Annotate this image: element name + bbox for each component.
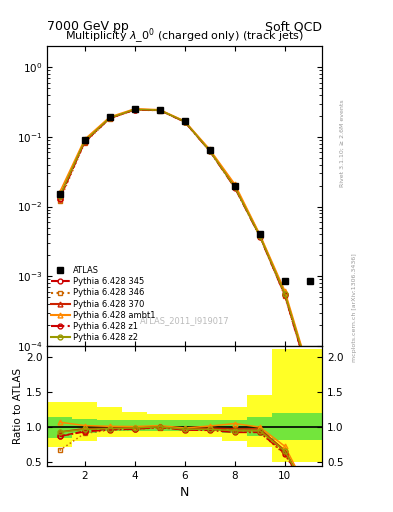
Pythia 6.428 346: [232, 184, 237, 190]
Pythia 6.428 ambt1: [232, 181, 237, 187]
Pythia 6.428 z1: [182, 119, 187, 125]
Pythia 6.428 z2: [232, 184, 237, 190]
Pythia 6.428 z2: [107, 115, 112, 121]
Pythia 6.428 z1: [232, 185, 237, 191]
Pythia 6.428 ambt1: [82, 136, 87, 142]
Pythia 6.428 ambt1: [182, 118, 187, 124]
ATLAS: [283, 278, 287, 284]
ATLAS: [232, 182, 237, 188]
Pythia 6.428 ambt1: [283, 288, 287, 294]
ATLAS: [307, 278, 312, 284]
Pythia 6.428 346: [132, 107, 137, 113]
Pythia 6.428 z1: [107, 115, 112, 121]
Text: ATLAS_2011_I919017: ATLAS_2011_I919017: [140, 316, 230, 325]
Pythia 6.428 345: [208, 148, 212, 154]
Pythia 6.428 370: [82, 138, 87, 144]
Pythia 6.428 345: [182, 119, 187, 125]
Pythia 6.428 345: [257, 233, 262, 239]
Pythia 6.428 346: [82, 140, 87, 146]
Pythia 6.428 ambt1: [307, 371, 312, 377]
Pythia 6.428 z2: [283, 291, 287, 297]
Pythia 6.428 z1: [57, 196, 62, 202]
ATLAS: [82, 137, 87, 143]
Line: Pythia 6.428 z1: Pythia 6.428 z1: [57, 108, 312, 382]
ATLAS: [107, 114, 112, 120]
Pythia 6.428 346: [107, 116, 112, 122]
Pythia 6.428 ambt1: [257, 231, 262, 238]
Pythia 6.428 346: [283, 293, 287, 299]
Pythia 6.428 370: [257, 232, 262, 238]
Line: Pythia 6.428 345: Pythia 6.428 345: [57, 107, 312, 380]
Pythia 6.428 345: [57, 196, 62, 202]
Pythia 6.428 345: [232, 184, 237, 190]
Y-axis label: Ratio to ATLAS: Ratio to ATLAS: [13, 368, 23, 444]
Text: 7000 GeV pp: 7000 GeV pp: [47, 20, 129, 33]
Pythia 6.428 z1: [307, 376, 312, 382]
Pythia 6.428 346: [257, 233, 262, 240]
Pythia 6.428 z2: [57, 193, 62, 199]
ATLAS: [257, 231, 262, 238]
Pythia 6.428 ambt1: [107, 114, 112, 120]
ATLAS: [57, 191, 62, 197]
Text: Rivet 3.1.10; ≥ 2.6M events: Rivet 3.1.10; ≥ 2.6M events: [340, 99, 345, 187]
Pythia 6.428 345: [283, 291, 287, 297]
Legend: ATLAS, Pythia 6.428 345, Pythia 6.428 346, Pythia 6.428 370, Pythia 6.428 ambt1,: ATLAS, Pythia 6.428 345, Pythia 6.428 34…: [51, 266, 156, 342]
Pythia 6.428 346: [157, 108, 162, 114]
Pythia 6.428 z2: [182, 119, 187, 125]
Pythia 6.428 370: [57, 193, 62, 199]
Pythia 6.428 346: [182, 119, 187, 125]
ATLAS: [132, 106, 137, 112]
Pythia 6.428 z2: [157, 107, 162, 113]
Pythia 6.428 370: [107, 115, 112, 121]
Pythia 6.428 346: [57, 198, 62, 204]
Pythia 6.428 z1: [208, 148, 212, 154]
X-axis label: N: N: [180, 486, 189, 499]
Pythia 6.428 345: [107, 115, 112, 121]
Pythia 6.428 370: [208, 147, 212, 154]
ATLAS: [208, 147, 212, 153]
Pythia 6.428 346: [208, 148, 212, 154]
Text: Soft QCD: Soft QCD: [265, 20, 322, 33]
Pythia 6.428 z2: [257, 233, 262, 239]
Pythia 6.428 ambt1: [208, 146, 212, 153]
Pythia 6.428 370: [182, 118, 187, 124]
Pythia 6.428 z1: [132, 107, 137, 113]
Title: Multiplicity $\lambda\_0^0$ (charged only) (track jets): Multiplicity $\lambda\_0^0$ (charged onl…: [65, 27, 304, 46]
Pythia 6.428 z2: [132, 106, 137, 113]
ATLAS: [157, 107, 162, 113]
Line: Pythia 6.428 ambt1: Pythia 6.428 ambt1: [57, 106, 312, 376]
Pythia 6.428 z2: [307, 373, 312, 379]
Pythia 6.428 z1: [283, 292, 287, 298]
Pythia 6.428 345: [132, 106, 137, 113]
Pythia 6.428 370: [157, 107, 162, 113]
Pythia 6.428 z1: [157, 108, 162, 114]
Pythia 6.428 345: [307, 375, 312, 381]
Pythia 6.428 370: [283, 290, 287, 296]
Pythia 6.428 346: [307, 377, 312, 383]
Line: Pythia 6.428 346: Pythia 6.428 346: [57, 108, 312, 383]
Pythia 6.428 ambt1: [57, 189, 62, 196]
Line: Pythia 6.428 z2: Pythia 6.428 z2: [57, 107, 312, 378]
Line: Pythia 6.428 370: Pythia 6.428 370: [57, 107, 312, 378]
Pythia 6.428 370: [132, 106, 137, 112]
Pythia 6.428 ambt1: [157, 106, 162, 113]
Pythia 6.428 345: [82, 139, 87, 145]
ATLAS: [182, 118, 187, 124]
Pythia 6.428 370: [232, 183, 237, 189]
Pythia 6.428 z2: [208, 148, 212, 154]
Line: ATLAS: ATLAS: [56, 105, 313, 285]
Pythia 6.428 z1: [257, 233, 262, 240]
Pythia 6.428 ambt1: [132, 106, 137, 112]
Pythia 6.428 370: [307, 372, 312, 378]
Pythia 6.428 z1: [82, 139, 87, 145]
Pythia 6.428 z2: [82, 138, 87, 144]
Text: mcplots.cern.ch [arXiv:1306.3436]: mcplots.cern.ch [arXiv:1306.3436]: [352, 253, 357, 361]
Pythia 6.428 345: [157, 107, 162, 113]
